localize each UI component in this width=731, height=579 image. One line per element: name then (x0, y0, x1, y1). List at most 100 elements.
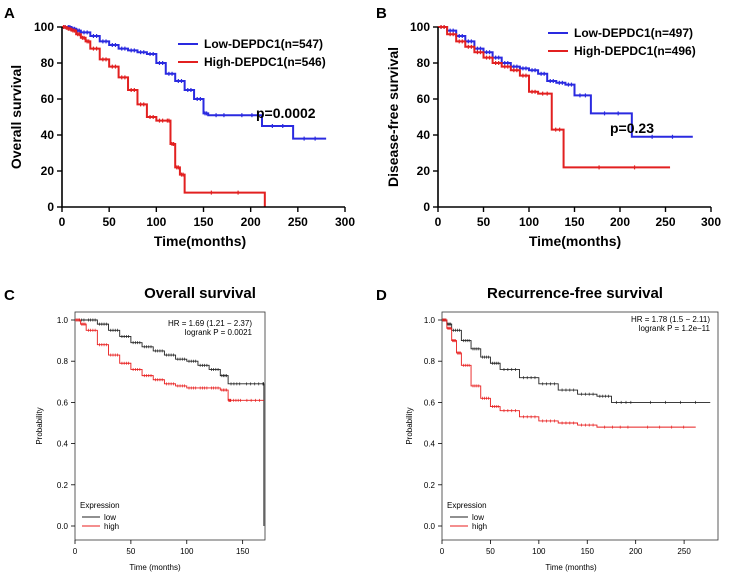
legend-label-high: High-DEPDC1(n=496) (574, 44, 696, 58)
legend-label-low: Low-DEPDC1(n=547) (204, 37, 323, 51)
panel-c: Overall survival 0 50 100 150 0.00.20.40.60… (35, 285, 266, 572)
x-tick-label: 250 (288, 215, 308, 229)
x-tick-label: 150 (236, 547, 250, 556)
x-tick-label: 250 (655, 215, 675, 229)
x-axis-label: Time(months) (154, 233, 246, 249)
y-tick-label: 0.8 (57, 357, 69, 366)
x-axis-label: Time (months) (545, 563, 597, 572)
y-axis-label: Overall survival (8, 65, 24, 169)
y-axis-ticks: 0 20 40 60 80 100 (410, 20, 438, 214)
legend-label-high: high (104, 522, 119, 531)
x-tick-label: 100 (519, 215, 539, 229)
y-axis-label: Probability (35, 407, 44, 444)
y-tick-label: 100 (34, 20, 54, 34)
x-tick-label: 100 (180, 547, 194, 556)
p-value-annotation: p=0.0002 (256, 105, 316, 121)
logrank-stat: logrank P = 1.2e−11 (639, 324, 711, 333)
x-axis-ticks: 0 50 100 150 200 250 (440, 540, 691, 556)
legend: Low-DEPDC1(n=547) High-DEPDC1(n=546) (178, 37, 326, 69)
panel-d: Recurrence-free survival 0 50 100 150 200 250… (405, 285, 719, 572)
panel-letter-b: B (376, 5, 387, 22)
survival-curve (62, 26, 266, 207)
x-tick-label: 150 (564, 215, 584, 229)
x-tick-label: 300 (335, 215, 355, 229)
plot-frame (441, 311, 719, 541)
x-axis-ticks: 0 50 100 150 200 250 300 (435, 207, 721, 229)
series-high-depdc1 (62, 25, 266, 207)
x-tick-label: 50 (126, 547, 135, 556)
x-tick-label: 300 (701, 215, 721, 229)
y-tick-label: 40 (417, 128, 431, 142)
panel-letter-c: C (4, 287, 15, 304)
panel-b: 0 50 100 150 200 250 300 0 20 40 60 80 100 Time(mon… (385, 20, 721, 249)
legend-label-low: low (472, 513, 484, 522)
y-tick-label: 100 (410, 20, 430, 34)
panel-letter-d: D (376, 287, 387, 304)
y-tick-label: 0 (47, 200, 54, 214)
x-tick-label: 0 (435, 215, 442, 229)
x-tick-label: 50 (102, 215, 116, 229)
y-tick-label: 0.4 (424, 440, 436, 449)
y-tick-label: 40 (41, 128, 55, 142)
x-tick-label: 150 (193, 215, 213, 229)
series-low (75, 318, 265, 526)
legend-title: Expression (447, 501, 487, 510)
chart-title: Recurrence-free survival (487, 285, 663, 302)
legend-label-high: high (472, 522, 487, 531)
hr-stat: HR = 1.78 (1.5 − 2.11) (631, 315, 710, 324)
series-high (442, 318, 696, 429)
y-axis-ticks: 0.0 0.2 0.4 0.6 0.8 1.0 (424, 316, 442, 531)
x-tick-label: 200 (610, 215, 630, 229)
plot-frame (74, 311, 266, 541)
legend-label-low: low (104, 513, 116, 522)
x-tick-label: 150 (581, 547, 595, 556)
legend: Expression low high (80, 501, 120, 531)
y-axis-ticks: 0.0 0.2 0.4 0.6 0.8 1.0 (57, 316, 75, 531)
y-tick-label: 20 (41, 164, 55, 178)
y-tick-label: 20 (417, 164, 431, 178)
x-tick-label: 200 (629, 547, 643, 556)
y-tick-label: 0.6 (424, 398, 436, 407)
x-tick-label: 100 (146, 215, 166, 229)
y-tick-label: 0.0 (57, 522, 69, 531)
x-tick-label: 50 (486, 547, 495, 556)
chart-title: Overall survival (144, 285, 256, 302)
x-tick-label: 50 (477, 215, 491, 229)
series-low (442, 318, 711, 404)
panel-letter-a: A (4, 5, 15, 22)
x-axis-ticks: 0 50 100 150 (73, 540, 250, 556)
logrank-stat: logrank P = 0.0021 (185, 328, 253, 337)
x-tick-label: 200 (241, 215, 261, 229)
survival-curve (442, 319, 696, 428)
y-axis-label: Probability (405, 407, 414, 444)
legend-label-low: Low-DEPDC1(n=497) (574, 26, 693, 40)
y-tick-label: 60 (41, 92, 55, 106)
x-tick-label: 0 (440, 547, 445, 556)
x-axis-ticks: 0 50 100 150 200 250 300 (59, 207, 355, 229)
series-high (75, 318, 264, 402)
survival-curve (62, 26, 327, 140)
y-tick-label: 0.0 (424, 522, 436, 531)
y-tick-label: 1.0 (57, 316, 69, 325)
y-tick-label: 0.4 (57, 440, 69, 449)
x-tick-label: 0 (59, 215, 66, 229)
y-tick-label: 0.8 (424, 357, 436, 366)
x-axis-label: Time(months) (529, 233, 621, 249)
y-tick-label: 80 (417, 56, 431, 70)
x-tick-label: 0 (73, 547, 78, 556)
y-tick-label: 60 (417, 92, 431, 106)
survival-curve (75, 319, 265, 526)
p-value-annotation: p=0.23 (610, 120, 654, 136)
panel-a: 0 50 100 150 200 250 300 0 20 40 60 80 100 Time(mon… (8, 20, 355, 249)
y-axis-label: Disease-free survival (385, 47, 401, 187)
survival-curve (438, 26, 671, 169)
survival-curve (442, 319, 711, 403)
survival-curve (75, 319, 264, 401)
x-tick-label: 100 (532, 547, 546, 556)
y-axis-ticks: 0 20 40 60 80 100 (34, 20, 62, 214)
series-high-depdc1 (438, 25, 671, 170)
hr-stat: HR = 1.69 (1.21 − 2.37) (168, 319, 252, 328)
x-axis-label: Time (months) (129, 563, 181, 572)
x-tick-label: 250 (677, 547, 691, 556)
